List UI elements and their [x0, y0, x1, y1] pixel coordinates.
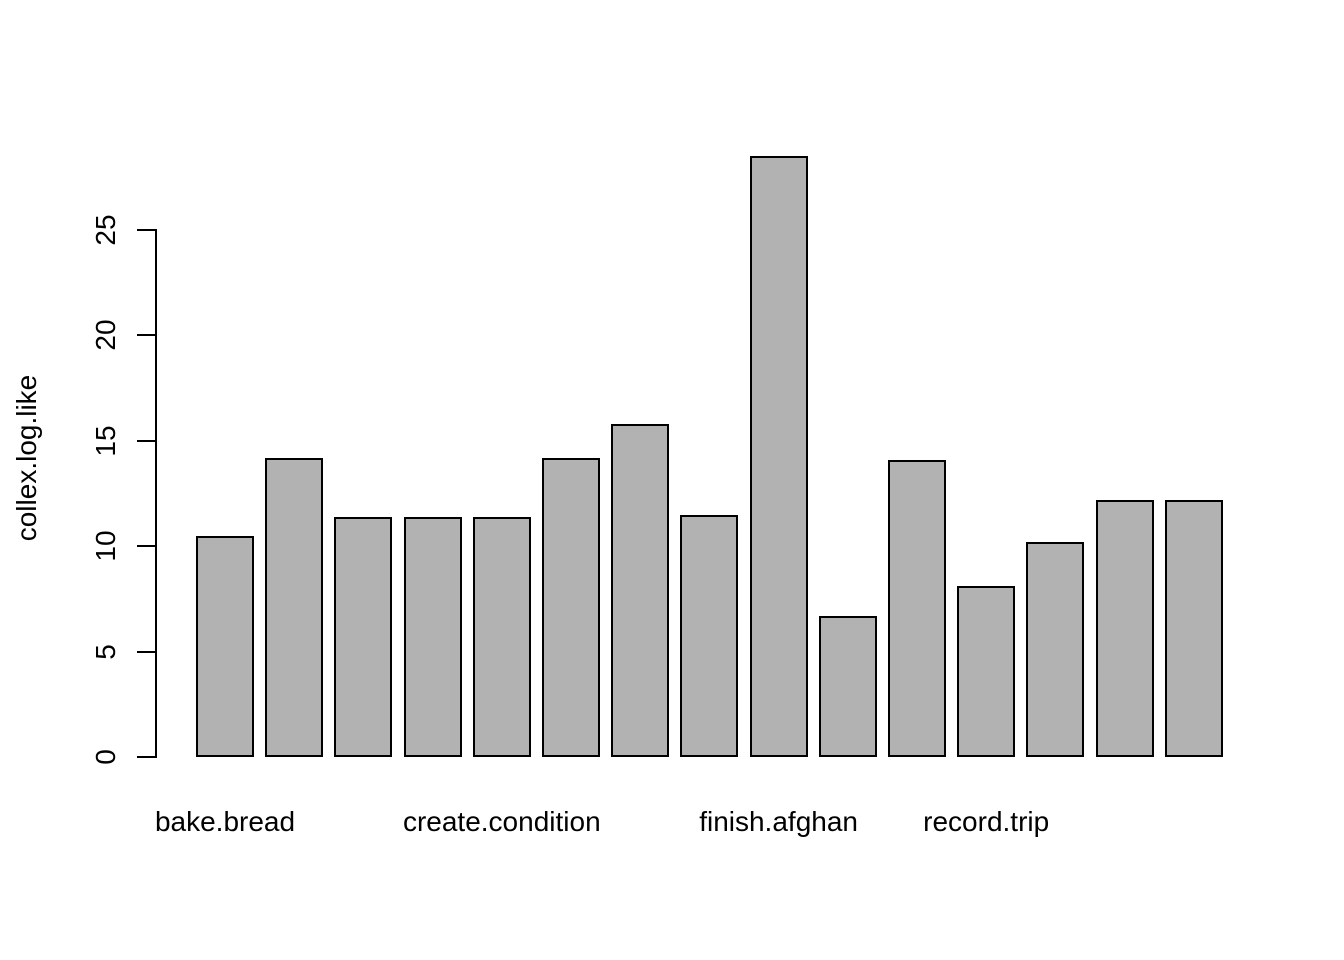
- y-tick-label: 10: [90, 530, 121, 562]
- y-tick: [137, 334, 155, 337]
- bar: [265, 457, 324, 757]
- bar: [542, 457, 600, 757]
- y-tick: [137, 650, 155, 653]
- y-tick: [137, 439, 155, 442]
- y-tick-label: 20: [90, 319, 121, 351]
- bar: [818, 615, 877, 757]
- y-tick-label: 25: [90, 214, 121, 246]
- bar: [334, 516, 393, 757]
- bar: [1164, 499, 1223, 757]
- y-tick-label: 0: [90, 749, 121, 765]
- x-tick-label: bake.bread: [154, 806, 296, 837]
- bar: [1026, 541, 1085, 757]
- x-tick-label: record.trip: [923, 806, 1050, 837]
- bar: [749, 156, 808, 757]
- y-tick: [137, 229, 155, 231]
- y-tick-label: 15: [90, 425, 121, 457]
- y-tick: [137, 545, 155, 548]
- bar: [888, 459, 946, 757]
- bar: [611, 423, 670, 757]
- y-tick-label: 5: [90, 643, 121, 660]
- bar: [1095, 499, 1154, 757]
- bar: [957, 586, 1016, 757]
- x-tick-label: finish.afghan: [699, 806, 858, 837]
- bar: [680, 514, 739, 757]
- y-axis-title: collex.log.like: [11, 374, 42, 542]
- x-tick-label: create.condition: [402, 806, 601, 837]
- bar: [472, 516, 531, 757]
- bar: [403, 516, 462, 757]
- bar: [196, 535, 254, 757]
- y-axis-line: [155, 229, 157, 758]
- y-tick: [137, 756, 155, 758]
